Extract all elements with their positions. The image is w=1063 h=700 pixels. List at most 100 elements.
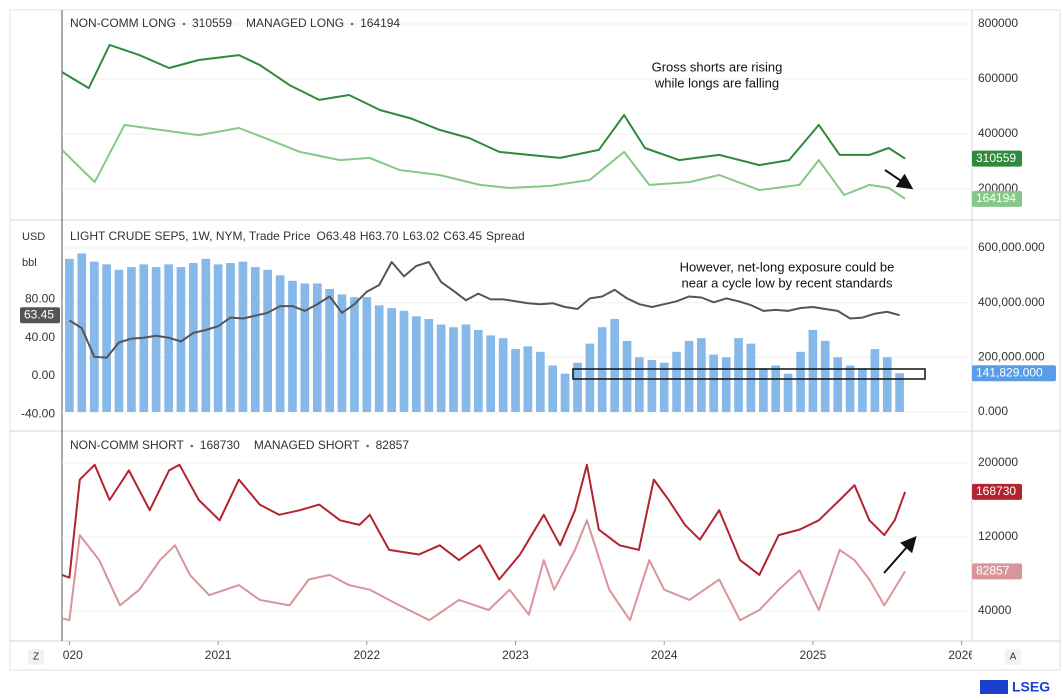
instrument-title: LIGHT CRUDE SEP5, 1W, NYM, Trade Price (70, 229, 311, 243)
y-tick-label: 600000 (978, 71, 1018, 85)
spread-bar (820, 340, 830, 412)
x-tick-label: 2025 (800, 648, 827, 662)
spread-bar (548, 365, 558, 412)
price-badge-label: 141,829.000 (976, 365, 1043, 379)
spread-bar (300, 283, 310, 412)
spread-bar (610, 319, 620, 412)
plot: 200000 400000 600000 800000 310559 164194 NON-… (20, 16, 1056, 662)
series-line (61, 43, 906, 167)
series-line (61, 463, 907, 581)
spread-bar (709, 354, 719, 412)
spread-bar (226, 262, 235, 412)
spread-bar (201, 258, 211, 412)
spread-bar (523, 346, 533, 412)
y-tick-label: 200,000.000 (978, 349, 1045, 363)
spread-bar (151, 267, 161, 412)
zoom-button[interactable] (28, 649, 44, 665)
spread-bar (573, 362, 582, 412)
spread-bar (870, 349, 880, 412)
spread-bar (102, 264, 111, 412)
legend-value: 82857 (376, 438, 410, 452)
series-line (61, 519, 906, 622)
spread-bar (176, 267, 186, 412)
legend-value: 164194 (360, 16, 400, 30)
legend-value: 168730 (200, 438, 240, 452)
auto-button-label[interactable]: A (1010, 652, 1017, 663)
spread-bar (89, 261, 99, 412)
spread-bar (461, 324, 471, 412)
price-line (68, 261, 900, 359)
unit-label: USD (22, 231, 45, 243)
spread-bar (312, 283, 322, 412)
y-tick-label: 80.00 (25, 292, 55, 306)
spread-bar (511, 349, 520, 412)
spread-bar (833, 357, 843, 412)
spread-bar (622, 340, 632, 412)
annotation: However, net-long exposure could be (680, 259, 895, 274)
y-tick-label: 0.000 (978, 404, 1008, 418)
spread-bar (238, 261, 248, 412)
spread-bar (374, 305, 384, 412)
spread-bar (585, 343, 595, 412)
auto-button[interactable] (1005, 649, 1021, 665)
spread-bar (65, 258, 74, 412)
zoom-button-label[interactable]: Z (33, 652, 39, 663)
spread-bar (213, 264, 223, 412)
x-tick-label: 2022 (353, 648, 380, 662)
price-badge-label: 82857 (976, 563, 1010, 577)
spread-bar (250, 267, 260, 412)
arrow-up (883, 536, 917, 574)
spread-bar (498, 338, 508, 412)
y-tick-label: 200000 (978, 455, 1018, 469)
spread-bar (387, 308, 396, 412)
ohlc-value: H63.70 (360, 229, 399, 243)
spread-bar (411, 316, 421, 412)
spread-bar (399, 310, 409, 412)
ohlc-value: C63.45 (443, 229, 482, 243)
spread-bar (325, 288, 334, 412)
spread-bar (746, 343, 756, 412)
spread-bar (783, 373, 793, 412)
spread-bar (350, 297, 359, 412)
spread-bar (436, 324, 446, 412)
x-tick-label: 2024 (651, 648, 678, 662)
y-tick-label: 120000 (978, 529, 1018, 543)
spread-bar (858, 368, 867, 412)
price-badge-label: 164194 (976, 191, 1016, 205)
spread-bar (684, 340, 694, 412)
spread-bar (771, 365, 781, 412)
y-tick-label: 40000 (978, 603, 1012, 617)
spread-bar (635, 357, 644, 412)
spread-bar (288, 280, 297, 412)
highlight-box (572, 368, 926, 380)
spread-bar (647, 360, 657, 412)
spread-bar (449, 327, 458, 412)
spread-bar (275, 275, 285, 412)
legend-separator (182, 22, 186, 26)
y-tick-label: 0.00 (32, 368, 56, 382)
spread-bar (337, 294, 347, 412)
spread-bar (77, 253, 87, 412)
spread-bar (114, 269, 124, 412)
legend-name: MANAGED SHORT (254, 438, 360, 452)
spread-bar (845, 365, 855, 412)
price-badge (20, 307, 60, 324)
ohlc-value: L63.02 (403, 229, 440, 243)
spread-bar (362, 297, 372, 412)
y-tick-label: 400000 (978, 126, 1018, 140)
price-badge (972, 190, 1022, 207)
unit-label: bbl (22, 257, 37, 269)
legend-name: NON-COMM LONG (70, 16, 176, 30)
y-tick-label: 40.00 (25, 330, 55, 344)
legend-separator (366, 444, 369, 448)
price-badge-label: 63.45 (24, 307, 54, 321)
legend-name: MANAGED LONG (246, 16, 344, 30)
study-name: Spread (486, 229, 525, 243)
spread-bar (659, 362, 669, 412)
price-badge (972, 483, 1022, 500)
annotation: while longs are falling (654, 75, 779, 90)
x-tick-label: 2021 (205, 648, 232, 662)
time-axis: 2020 2021 2022 2023 2024 2025 2026 (62, 641, 972, 662)
